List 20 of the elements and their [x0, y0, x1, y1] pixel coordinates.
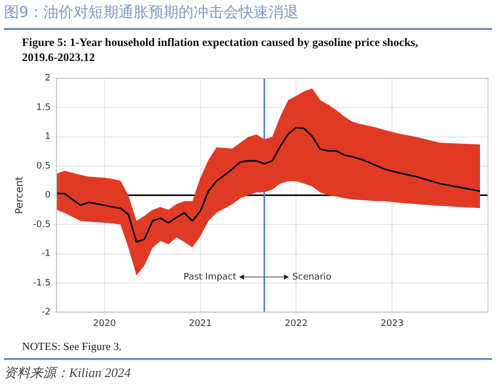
y-tick-label: 0	[44, 190, 51, 201]
y-axis-title: Percent	[14, 176, 26, 214]
x-tick-label: 2022	[284, 318, 308, 329]
chart-title: 图9：油价对短期通胀预期的冲击会快速消退	[4, 3, 299, 22]
chart-subtitle: Figure 5: 1-Year household inflation expectation caused by gasoline price shocks, 2019.6-2023.12	[22, 36, 420, 66]
annotation: Past Impact	[184, 272, 237, 282]
x-tick-label: 2020	[93, 318, 116, 329]
text: 资料来源：Kilian 2024	[4, 364, 131, 382]
y-tick-label: -2	[42, 308, 51, 318]
annotation: Scenario	[292, 272, 332, 282]
y-tick-label: -1.5	[33, 278, 51, 288]
y-tick-label: 2	[44, 74, 51, 84]
y-tick-label: 0.5	[36, 161, 51, 172]
x-tick-label: 2023	[380, 318, 404, 329]
y-tick-label: 1	[44, 132, 51, 142]
y-tick-label: 1.5	[36, 102, 51, 113]
text: NOTES: See Figure 3.	[22, 341, 122, 353]
y-tick-label: -0.5	[33, 220, 51, 230]
x-tick-label: 2021	[188, 318, 212, 329]
y-tick-label: -1	[42, 249, 51, 260]
